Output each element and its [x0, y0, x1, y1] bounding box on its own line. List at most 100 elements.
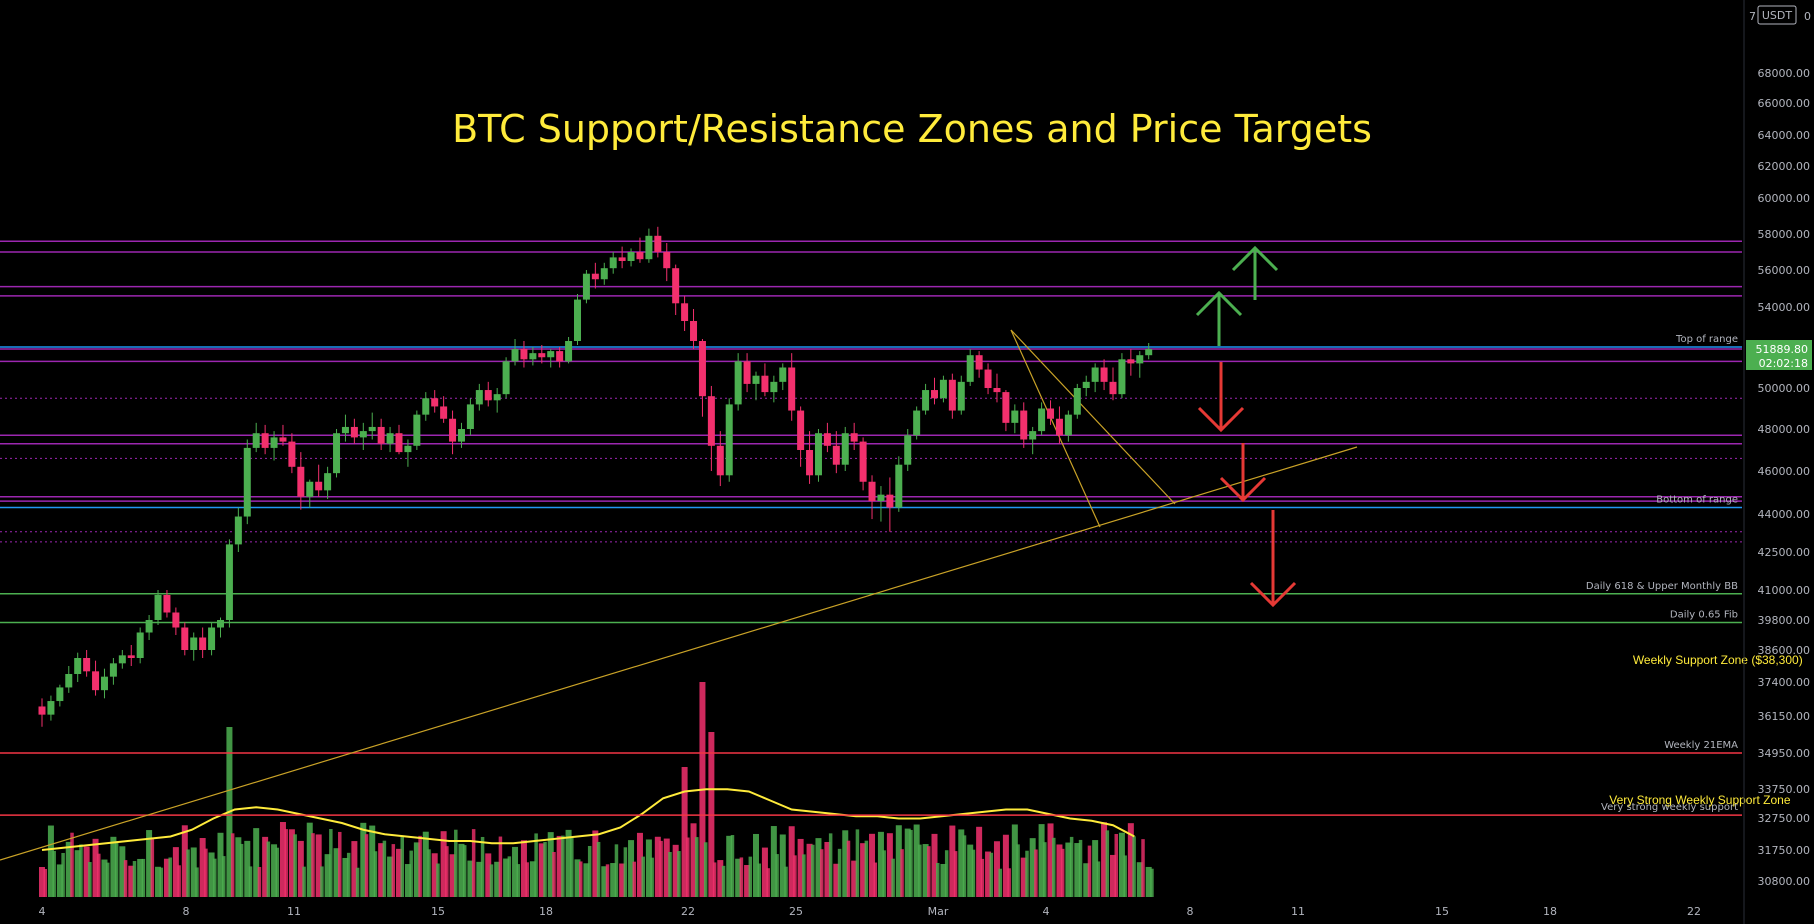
volume-bar	[712, 862, 717, 897]
candle-body	[217, 620, 224, 628]
volume-bar	[467, 860, 474, 897]
volume-bar	[436, 863, 440, 897]
volume-bar	[1083, 863, 1090, 897]
x-tick-label: Mar	[928, 905, 949, 918]
candle-body	[422, 398, 430, 415]
volume-bar	[1087, 845, 1092, 897]
candle-body	[939, 379, 947, 399]
candle-body	[645, 235, 653, 260]
candle-body	[109, 663, 117, 677]
volume-bar	[387, 856, 394, 897]
candle-body	[886, 494, 894, 508]
volume-bar	[333, 848, 340, 897]
volume-bar	[748, 856, 753, 897]
volume-bar	[668, 851, 672, 897]
volume-bar	[413, 842, 420, 897]
candle-body	[163, 595, 171, 613]
volume-bar	[971, 849, 976, 897]
red-arrow-down	[1249, 510, 1297, 608]
volume-bar	[79, 844, 83, 897]
level-label: Bottom of range	[1656, 495, 1738, 506]
volume-bar	[891, 858, 895, 897]
y-tick-label: 68000.00	[1758, 67, 1811, 80]
volume-bar	[409, 850, 413, 897]
level-label: Daily 618 & Upper Monthly BB	[1586, 581, 1738, 592]
volume-bar	[1114, 833, 1118, 897]
volume-bar	[181, 825, 188, 897]
x-tick-label: 4	[1043, 905, 1050, 918]
volume-bar	[52, 850, 56, 897]
y-tick-label: 46000.00	[1758, 465, 1811, 478]
candle-body	[672, 268, 680, 304]
candle-body	[707, 396, 715, 446]
candle-body	[850, 433, 858, 442]
candle-body	[466, 404, 474, 429]
candle-body	[788, 367, 796, 411]
volume-bar	[248, 866, 253, 897]
volume-bar	[579, 861, 583, 897]
volume-bar	[1118, 832, 1125, 897]
volume-bar	[1029, 838, 1036, 897]
volume-bar	[538, 843, 545, 897]
x-tick-label: 25	[789, 905, 803, 918]
volume-bar	[1150, 868, 1154, 897]
level-label: Weekly 21EMA	[1664, 740, 1738, 751]
volume-bar	[993, 841, 1000, 897]
candle-body	[341, 426, 349, 434]
volume-bar	[279, 822, 286, 897]
volume-bar	[873, 862, 878, 897]
candle-body	[377, 426, 385, 444]
candle-body	[324, 473, 332, 491]
candle-body	[475, 390, 483, 405]
volume-bar	[39, 867, 45, 897]
volume-bar	[1038, 824, 1045, 897]
volume-bar	[717, 860, 724, 897]
volume-bar	[346, 852, 351, 897]
currency-badge-box	[1757, 5, 1797, 25]
candle-body	[993, 388, 1001, 393]
candle-body	[243, 447, 251, 517]
volume-bar	[1047, 823, 1054, 897]
volume-bar	[583, 863, 590, 897]
chart-title: BTC Support/Resistance Zones and Price T…	[452, 107, 1372, 151]
candle-body	[359, 431, 367, 438]
candle-body	[600, 268, 608, 280]
volume-bar	[520, 840, 527, 897]
candle-body	[118, 655, 126, 664]
candle-body	[154, 595, 162, 620]
volume-bar	[1011, 824, 1018, 897]
volume-bar	[485, 853, 492, 897]
candle-body	[261, 433, 269, 448]
y-tick-label: 60000.00	[1758, 192, 1811, 205]
volume-bar	[619, 863, 626, 897]
x-tick-label: 15	[1435, 905, 1449, 918]
y-tick-label: 48000.00	[1758, 423, 1811, 436]
volume-bar	[351, 841, 358, 897]
volume-bar	[431, 853, 438, 897]
volume-bar	[980, 858, 985, 897]
level-label: Top of range	[1675, 334, 1738, 345]
red-arrow-down	[1219, 443, 1267, 503]
candle-body	[663, 252, 671, 269]
candle-body	[725, 404, 733, 476]
candle-body	[1082, 381, 1090, 388]
volume-bar	[155, 866, 162, 897]
level-label: Daily 0.65 Fib	[1670, 610, 1738, 621]
volume-bar	[525, 862, 529, 897]
volume-bar	[1074, 843, 1081, 897]
volume-bar	[1145, 866, 1152, 897]
volume-bar	[168, 857, 172, 897]
candle-body	[1109, 381, 1117, 395]
volume-bar	[797, 838, 804, 897]
candle-body	[350, 426, 358, 438]
candle-body	[957, 381, 965, 411]
volume-bar	[860, 843, 867, 897]
volume-bar	[815, 838, 822, 897]
volume-bar	[565, 829, 572, 897]
volume-bar	[1123, 855, 1127, 897]
volume-bar	[146, 830, 153, 897]
candle-body	[92, 671, 100, 691]
volume-bar	[909, 829, 913, 897]
volume-bar	[222, 856, 226, 897]
y-tick-label: 36150.00	[1758, 710, 1811, 723]
